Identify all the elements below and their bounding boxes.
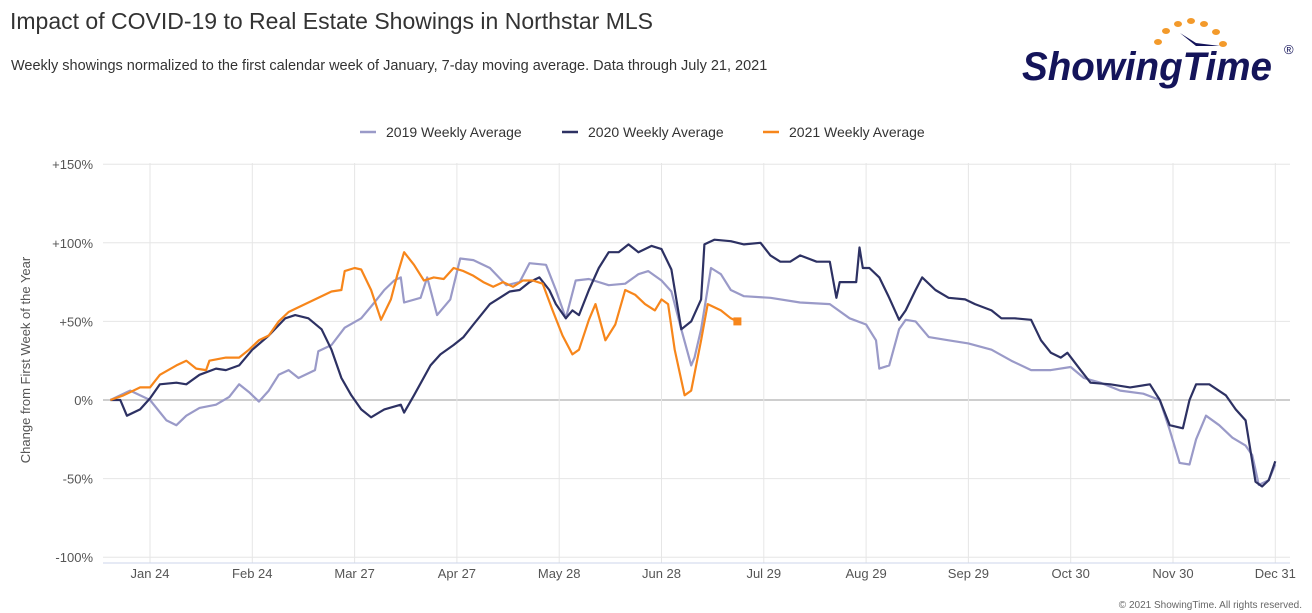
x-tick-label: Apr 27 <box>438 566 476 581</box>
legend-item-2020[interactable]: 2020 Weekly Average <box>562 124 724 140</box>
y-tick-label: +50% <box>59 314 93 329</box>
x-tick-label: Jul 29 <box>746 566 781 581</box>
legend-item-2019[interactable]: 2019 Weekly Average <box>360 124 522 140</box>
y-tick-label: 0% <box>74 393 93 408</box>
x-tick-label: Feb 24 <box>232 566 272 581</box>
legend-label: 2020 Weekly Average <box>588 124 724 140</box>
x-tick-label: Sep 29 <box>948 566 989 581</box>
showingtime-logo: ShowingTime ® <box>1022 18 1294 89</box>
x-axis: Jan 24 Feb 24 Mar 27 Apr 27 May 28 Jun 28 Jul … <box>103 562 1296 581</box>
y-tick-label: -100% <box>55 550 93 565</box>
y-axis-label: Change from First Week of the Year <box>18 256 33 463</box>
y-axis: +150% +100% +50% 0% -50% -100% <box>52 157 93 565</box>
series-end-marker <box>733 317 742 326</box>
series-line-2021 <box>110 251 738 402</box>
y-tick-label: +100% <box>52 236 93 251</box>
series-line-2019 <box>109 257 1277 486</box>
legend-item-2021[interactable]: 2021 Weekly Average <box>763 124 925 140</box>
y-tick-label: -50% <box>63 472 94 487</box>
chart-subtitle: Weekly showings normalized to the first … <box>11 58 768 74</box>
x-tick-label: Jun 28 <box>642 566 681 581</box>
y-tick-label: +150% <box>52 157 93 172</box>
series-lines <box>109 238 1277 488</box>
logo-wordmark: ShowingTime <box>1022 45 1272 89</box>
clock-hand-icon <box>1180 33 1220 46</box>
series-line-2020 <box>110 238 1277 488</box>
legend[interactable]: 2019 Weekly Average 2020 Weekly Average 20… <box>360 124 925 140</box>
x-tick-label: Jan 24 <box>130 566 169 581</box>
legend-label: 2019 Weekly Average <box>386 124 522 140</box>
x-tick-label: Mar 27 <box>334 566 374 581</box>
x-tick-label: May 28 <box>538 566 581 581</box>
x-tick-label: Nov 30 <box>1152 566 1193 581</box>
logo-registered-mark: ® <box>1284 42 1294 57</box>
clock-dots-icon <box>1154 18 1227 47</box>
chart-title: Impact of COVID-19 to Real Estate Showin… <box>10 8 653 34</box>
legend-label: 2021 Weekly Average <box>789 124 925 140</box>
x-tick-label: Dec 31 <box>1255 566 1296 581</box>
grid <box>103 163 1290 563</box>
copyright: © 2021 ShowingTime. All rights reserved. <box>1118 600 1302 611</box>
x-tick-label: Oct 30 <box>1052 566 1090 581</box>
x-tick-label: Aug 29 <box>845 566 886 581</box>
